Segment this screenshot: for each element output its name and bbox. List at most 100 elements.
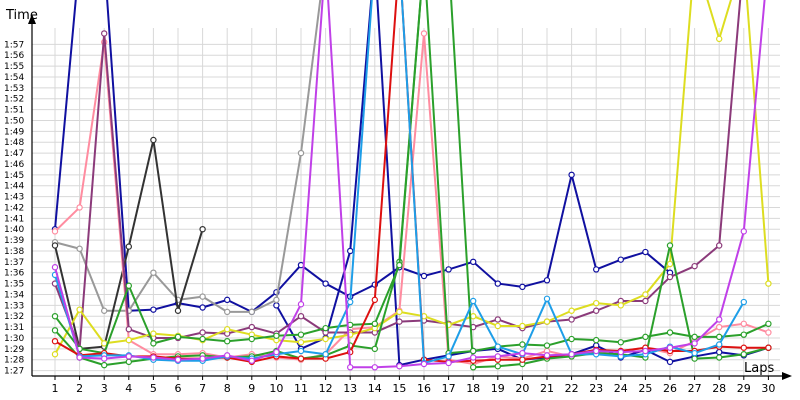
y-tick-label: 1:44 bbox=[4, 182, 24, 192]
series-point bbox=[445, 353, 452, 360]
x-tick-label: 7 bbox=[199, 382, 206, 395]
series-point bbox=[568, 351, 575, 358]
series-point bbox=[740, 344, 748, 351]
series-point bbox=[593, 347, 600, 355]
series-9 bbox=[51, 0, 772, 357]
series-point bbox=[494, 322, 501, 330]
series-point bbox=[396, 308, 403, 316]
series-point bbox=[543, 295, 551, 302]
series-point bbox=[248, 335, 255, 343]
y-tick-label: 1:29 bbox=[4, 345, 24, 355]
series-point bbox=[150, 269, 157, 276]
series-point bbox=[396, 261, 403, 269]
series-point bbox=[691, 355, 698, 362]
series-point bbox=[223, 308, 231, 316]
series-point bbox=[617, 302, 625, 309]
x-tick-label: 13 bbox=[343, 382, 357, 395]
y-tick-label: 1:32 bbox=[4, 312, 24, 322]
series-point bbox=[100, 307, 108, 314]
series-point bbox=[371, 320, 378, 327]
y-tick-label: 1:37 bbox=[4, 258, 24, 268]
series-point bbox=[100, 361, 108, 369]
series-point bbox=[470, 347, 477, 355]
y-tick-label: 1:38 bbox=[4, 247, 24, 257]
x-tick-label: 26 bbox=[663, 382, 677, 395]
x-axis-arrow bbox=[782, 372, 792, 380]
series-point bbox=[519, 349, 526, 357]
y-tick-labels: 1:271:281:291:301:311:321:331:341:351:36… bbox=[4, 40, 24, 376]
y-tick-label: 1:33 bbox=[4, 301, 24, 311]
y-tick-label: 1:27 bbox=[4, 367, 24, 377]
x-tick-label: 15 bbox=[392, 382, 406, 395]
series-point bbox=[740, 351, 748, 358]
x-tick-label: 24 bbox=[614, 382, 628, 395]
series-point bbox=[297, 339, 305, 346]
series-line bbox=[54, 0, 322, 313]
series-point bbox=[420, 272, 428, 280]
series-point bbox=[691, 349, 698, 357]
series-point bbox=[51, 312, 59, 320]
y-tick-label: 1:36 bbox=[4, 269, 24, 279]
y-tick-label: 1:30 bbox=[4, 334, 24, 344]
series-point bbox=[248, 308, 255, 316]
x-tick-label: 9 bbox=[248, 382, 255, 395]
x-tick-label: 21 bbox=[540, 382, 554, 395]
series-point bbox=[593, 299, 600, 307]
series-point bbox=[297, 312, 305, 320]
x-tick-label: 12 bbox=[319, 382, 333, 395]
series-point bbox=[297, 301, 305, 308]
series-point bbox=[617, 339, 625, 346]
series-point bbox=[519, 341, 526, 348]
series-point bbox=[125, 243, 133, 250]
axes bbox=[28, 14, 792, 380]
series-point bbox=[322, 324, 329, 332]
series-point bbox=[150, 136, 157, 144]
x-tick-label: 2 bbox=[76, 382, 83, 395]
series-point bbox=[568, 316, 575, 323]
series-point bbox=[666, 260, 674, 268]
series-point bbox=[519, 283, 526, 291]
series-point bbox=[150, 306, 157, 313]
series-point bbox=[174, 333, 182, 341]
series-point bbox=[297, 331, 305, 338]
series-point bbox=[51, 351, 59, 358]
y-tick-label: 1:40 bbox=[4, 225, 24, 235]
series-point bbox=[199, 329, 206, 336]
x-tick-label: 18 bbox=[466, 382, 480, 395]
series-point bbox=[150, 340, 157, 347]
x-tick-label: 1 bbox=[52, 382, 59, 395]
x-tick-label: 28 bbox=[712, 382, 726, 395]
series-lines bbox=[51, 0, 772, 371]
series-point bbox=[543, 318, 551, 325]
series-point bbox=[51, 242, 59, 249]
series-point bbox=[322, 280, 329, 287]
x-tick-label: 8 bbox=[224, 382, 231, 395]
x-tick-label: 6 bbox=[175, 382, 182, 395]
series-point bbox=[174, 356, 182, 363]
y-tick-label: 1:28 bbox=[4, 356, 24, 366]
series-7 bbox=[51, 0, 772, 358]
y-tick-label: 1:51 bbox=[4, 106, 24, 116]
series-point bbox=[642, 333, 649, 341]
series-point bbox=[273, 348, 280, 356]
series-point bbox=[420, 30, 428, 37]
series-point bbox=[76, 306, 83, 313]
series-point bbox=[223, 352, 231, 359]
series-point bbox=[420, 360, 428, 368]
series-point bbox=[125, 358, 133, 366]
series-point bbox=[100, 30, 108, 37]
x-tick-label: 11 bbox=[294, 382, 308, 395]
series-point bbox=[494, 363, 501, 370]
series-point bbox=[199, 293, 206, 300]
series-point bbox=[76, 354, 83, 361]
series-point bbox=[347, 298, 354, 306]
series-point bbox=[765, 320, 772, 327]
series-point bbox=[470, 354, 477, 361]
series-point bbox=[470, 364, 477, 371]
series-point bbox=[125, 282, 133, 289]
series-point bbox=[371, 296, 378, 304]
series-point bbox=[51, 264, 59, 271]
series-point bbox=[740, 331, 748, 338]
series-point bbox=[519, 322, 526, 330]
